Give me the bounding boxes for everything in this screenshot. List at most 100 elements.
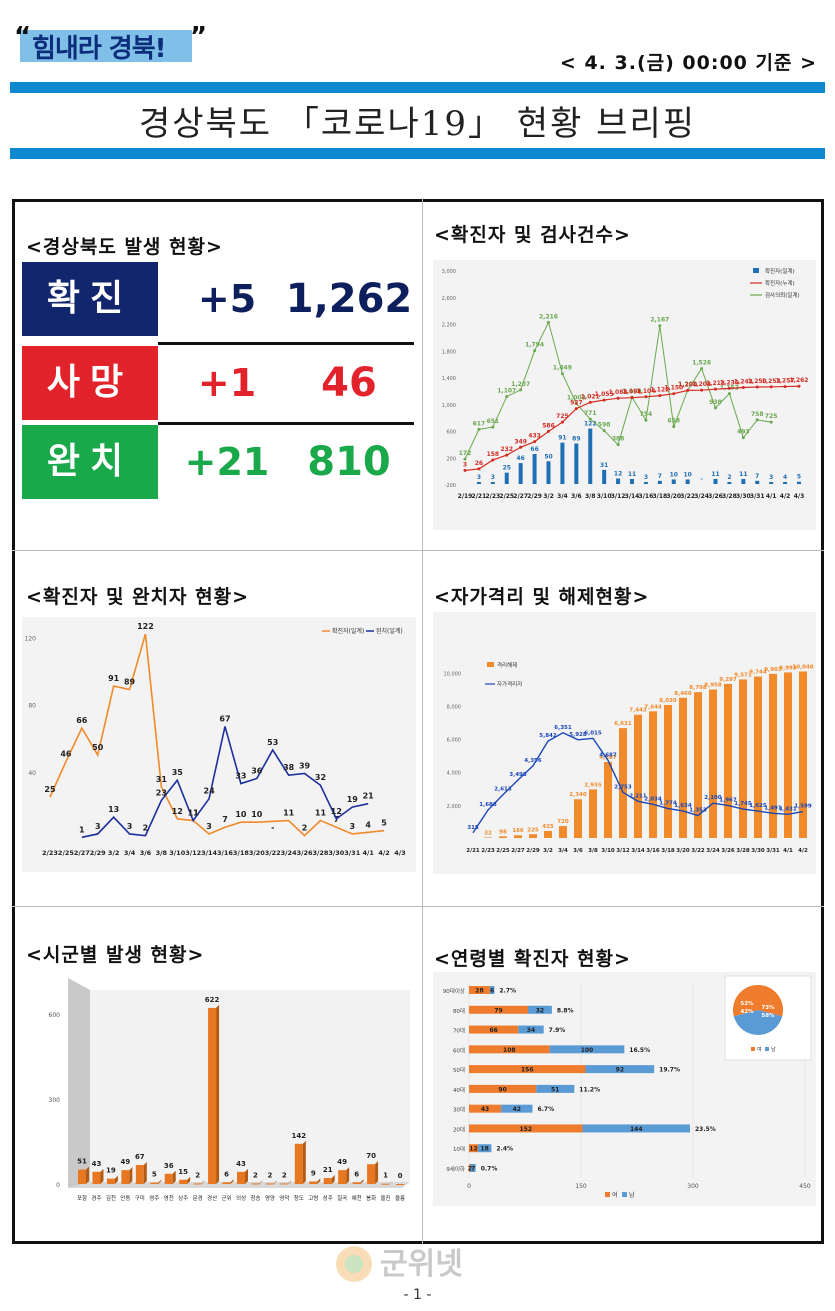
slogan-background (20, 30, 192, 62)
age-panel-title: <연령별 확진자 현황> (434, 948, 631, 970)
cumulative-label: 1,218 (706, 380, 725, 387)
female-bar (469, 1025, 519, 1034)
daily-label: 91 (558, 435, 566, 442)
isolated-label: 2,211 (629, 793, 647, 799)
cumulative-point (700, 388, 704, 392)
tests-point (505, 395, 509, 399)
region-bar-side (259, 1180, 263, 1184)
recovered-label: 11 (188, 809, 200, 818)
region-bar-side (360, 1179, 364, 1184)
released-label: 225 (527, 827, 539, 833)
x-tick-label: 3/20 (676, 848, 690, 854)
released-label: 8,798 (689, 685, 707, 691)
pie-legend-swatch (765, 1047, 769, 1051)
isolated-label: 1,431 (779, 806, 797, 812)
male-value: 32 (536, 1007, 544, 1014)
region-bar-side (317, 1178, 321, 1184)
recovery-panel-title: <확진자 및 완치자 현황> (26, 586, 250, 608)
cumulative-point (602, 398, 606, 402)
legend-label: 자가격리자 (497, 680, 522, 688)
region-bar (396, 1184, 404, 1185)
region-bar (323, 1178, 332, 1184)
region-bar-side (273, 1180, 277, 1184)
cumulative-point (769, 385, 773, 389)
released-bar (694, 692, 702, 838)
x-tick-label: 2/27 (513, 493, 528, 500)
x-tick-label: 의성 (236, 1194, 246, 1202)
region-bar (193, 1183, 202, 1185)
cumulative-label: 1,262 (790, 377, 809, 384)
legend-label: 확진자(누계) (765, 279, 795, 287)
daily-label: 3 (644, 474, 648, 481)
recovered-label: 2 (143, 824, 149, 833)
released-label: 9,571 (734, 672, 752, 678)
region-bar (280, 1183, 289, 1185)
cumulative-label: 1,083 (609, 389, 628, 396)
male-value: 6 (490, 988, 494, 995)
tests-label: 938 (709, 399, 722, 406)
cumulative-point (630, 396, 634, 400)
watermark-circle-icon (336, 1246, 372, 1282)
male-value: 42 (513, 1106, 521, 1113)
region-bar (208, 1007, 217, 1184)
region-bar-side (389, 1180, 393, 1184)
status-panel-title: <경상북도 발생 현황> (26, 236, 223, 258)
x-tick-label: 문경 (193, 1195, 203, 1202)
x-tick-label: 3/28 (722, 493, 737, 500)
cumulative-label: 158 (487, 451, 500, 458)
page-title: 경상북도 「코로나19」 현황 브리핑 (138, 104, 697, 144)
pie-slice-male (733, 1010, 783, 1035)
male-bar (582, 1124, 691, 1133)
region-value-label: 36 (164, 1162, 174, 1170)
daily-bar (518, 463, 523, 484)
cumulative-label: 433 (528, 433, 541, 440)
region-value-label: 2 (282, 1171, 287, 1179)
tests-point (727, 392, 731, 396)
tests-label: 388 (612, 436, 625, 443)
cumulative-label: 232 (500, 446, 513, 453)
region-bar (237, 1171, 245, 1184)
age-category-label: 20대 (453, 1125, 465, 1133)
confirmed-label: 2 (302, 824, 308, 833)
x-tick-label: 3/8 (585, 493, 596, 500)
region-panel-title: <시군별 발생 현황> (26, 944, 205, 966)
isolated-label: 4,356 (524, 758, 542, 764)
watermark-text: 군위넷 (380, 1247, 463, 1282)
status-label: 사망 (22, 346, 158, 420)
percent-label: 2.4% (496, 1146, 513, 1153)
region-bar-side (288, 1180, 292, 1184)
tests-label: 1,107 (497, 388, 516, 395)
region-bar-side (230, 1179, 234, 1184)
region-value-label: 43 (92, 1160, 102, 1168)
y-tick-label: 1,800 (442, 349, 456, 355)
released-label: 8,460 (674, 691, 692, 697)
female-bar (469, 1045, 550, 1054)
tests-point (477, 427, 481, 431)
male-value: 7 (471, 1166, 475, 1173)
recovered-line (81, 726, 369, 839)
female-bar (469, 1084, 537, 1093)
x-tick-label: 4/3 (794, 493, 805, 500)
region-bar (294, 1143, 303, 1184)
released-label: 720 (557, 819, 569, 825)
released-label: 10,048 (792, 664, 813, 670)
tests-label: 172 (459, 450, 472, 457)
confirmed-label: 25 (44, 785, 56, 794)
percent-label: 16.5% (629, 1047, 650, 1054)
region-bar (265, 1183, 274, 1185)
legend-label: 격리해제 (497, 661, 517, 669)
x-tick-label: 2/23 (485, 493, 500, 500)
x-tick-label: 3/4 (558, 848, 568, 854)
x-tick-label: 450 (799, 1183, 811, 1190)
x-tick-label: 3/12 (616, 848, 630, 854)
female-bar (469, 1065, 586, 1074)
recovered-label: 19 (347, 795, 359, 804)
confirmed-label: 10 (251, 810, 263, 819)
x-tick-label: 3/14 (625, 493, 640, 500)
frame-divider-1 (12, 550, 824, 551)
released-bar (574, 799, 582, 838)
isolated-label: 5,842 (539, 733, 557, 739)
status-divider (158, 422, 414, 425)
released-label: 2,935 (584, 782, 602, 788)
